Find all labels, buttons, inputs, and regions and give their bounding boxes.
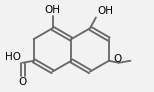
Text: O: O	[113, 54, 122, 64]
Text: OH: OH	[97, 6, 113, 16]
Text: HO: HO	[5, 52, 21, 62]
Text: O: O	[19, 77, 27, 87]
Text: OH: OH	[45, 5, 61, 15]
